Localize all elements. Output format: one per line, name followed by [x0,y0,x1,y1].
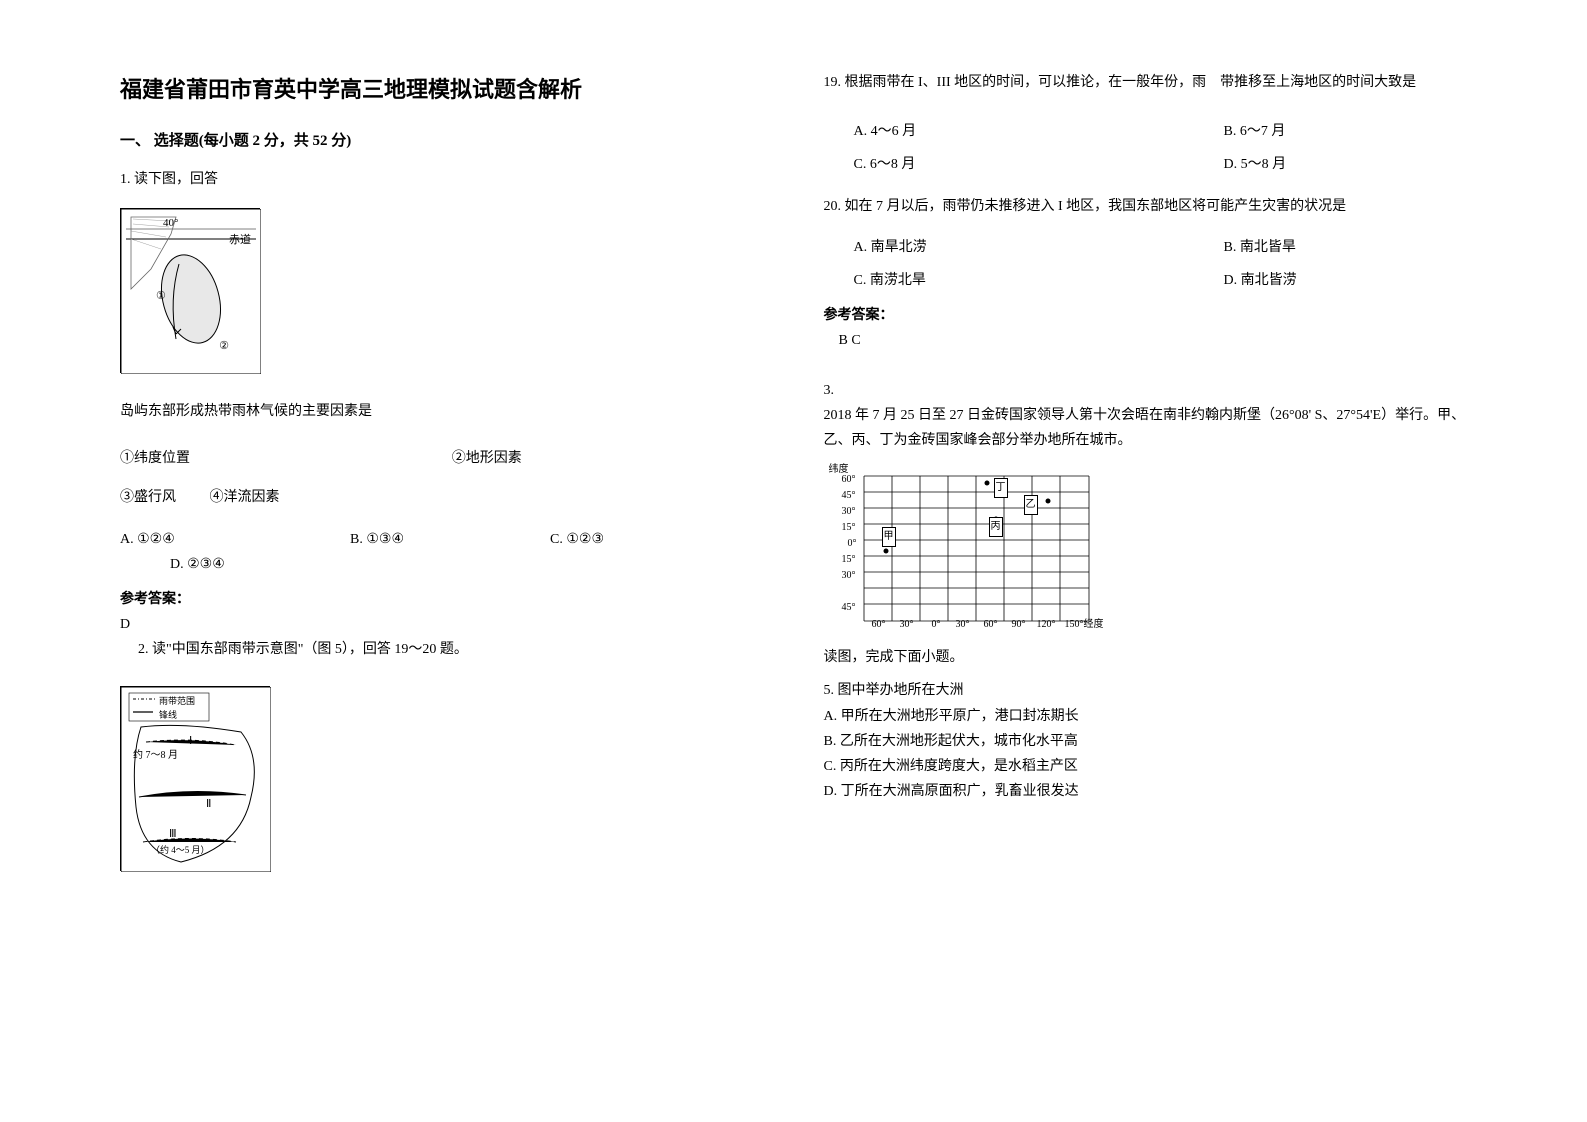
q1-factor1: ①纬度位置 [120,446,452,471]
chart-x90: 90° [1012,616,1026,634]
img2-legend2: 锋线 [159,707,177,723]
q20-stem: 20. 如在 7 月以后，雨带仍未推移进入 I 地区，我国东部地区将可能产生灾害… [824,194,1488,219]
chart-y30b: 30° [842,567,856,585]
q1-optB: B. ①③④ [350,527,550,552]
q2-number: 2. 读"中国东部雨带示意图"（图 5），回答 19～20 题。 [120,637,784,662]
q1-optC: C. ①②③ [550,527,700,552]
q20-optC: C. 南涝北旱 [854,268,1224,293]
chart-x120: 120° [1037,616,1056,634]
img1-40deg: 40° [163,214,178,234]
q1-optA: A. ①②④ [120,527,350,552]
q3-number: 3. [824,378,1488,403]
q20-answer-label: 参考答案： [824,303,1488,328]
q1-factor4: ④洋流因素 [210,490,280,505]
q3-optA: A. 甲所在大洲地形平原广，港口封冻期长 [824,704,1488,729]
img2-label-I: Ⅰ [189,732,192,752]
doc-title: 福建省莆田市育英中学高三地理模拟试题含解析 [120,70,784,110]
chart-x60b: 60° [984,616,998,634]
q20-optD: D. 南北皆涝 [1224,268,1297,293]
q1-factor3: ③盛行风 [120,490,176,505]
img2-label-45: （约 4～5 月） [151,842,210,858]
q3-optB: B. 乙所在大洲地形起伏大，城市化水平高 [824,729,1488,754]
q19-optD: D. 5～8 月 [1224,152,1287,177]
q19-optC: C. 6～8 月 [854,152,1224,177]
q1-optD: D. ②③④ [120,552,784,577]
img2-label-78: 约 7～8 月 [133,747,178,765]
section-header: 一、 选择题(每小题 2 分，共 52 分) [120,128,784,155]
q1-answer-label: 参考答案： [120,587,784,612]
q1-factor2: ②地形因素 [452,446,784,471]
chart-yi: 乙 [1024,495,1038,515]
chart-ding: 丁 [994,478,1008,498]
q19-stem: 19. 根据雨带在 I、III 地区的时间，可以推论，在一般年份，雨 带推移至上… [824,70,1488,95]
q20-optB: B. 南北皆旱 [1224,235,1296,260]
q2-map-image: 雨带范围 锋线 Ⅰ 约 7～8 月 Ⅱ Ⅲ （约 4～5 月） [120,686,270,871]
chart-x150: 150° [1065,616,1084,634]
chart-y45b: 45° [842,599,856,617]
q3-optD: D. 丁所在大洲高原面积广，乳畜业很发达 [824,779,1488,804]
chart-x30n: 30° [900,616,914,634]
q1-answer: D [120,612,784,637]
img2-label-II: Ⅱ [206,795,211,815]
q3-read: 读图，完成下面小题。 [824,645,1488,670]
q1-number: 1. 读下图，回答 [120,167,784,192]
chart-x30b: 30° [956,616,970,634]
img1-circle2: ② [219,337,229,357]
chart-xlabel: 经度 [1084,616,1104,634]
q3-optC: C. 丙所在大洲纬度跨度大，是水稻主产区 [824,754,1488,779]
q3-chart: 纬度 经度 60° 45° 30° 15° 0° 15° 30° 45° 60°… [824,461,1104,636]
img1-equator: 赤道 [229,231,251,251]
q20-answer: B C [824,328,1488,353]
q19-optA: A. 4～6 月 [854,119,1224,144]
q1-map-image: 40° 赤道 ① ② [120,208,260,373]
chart-x60n: 60° [872,616,886,634]
q19-optB: B. 6～7 月 [1224,119,1286,144]
q3-stem1: 2018 年 7 月 25 日至 27 日金砖国家领导人第十次会晤在南非约翰内斯… [824,403,1488,453]
chart-jia: 甲 [882,527,896,547]
q20-optA: A. 南旱北涝 [854,235,1224,260]
q1-stem: 岛屿东部形成热带雨林气候的主要因素是 [120,399,784,424]
chart-bing: 丙 [989,517,1003,537]
q3-sub5: 5. 图中举办地所在大洲 [824,678,1488,703]
img1-circle1: ① [156,287,166,307]
chart-x0: 0° [932,616,941,634]
